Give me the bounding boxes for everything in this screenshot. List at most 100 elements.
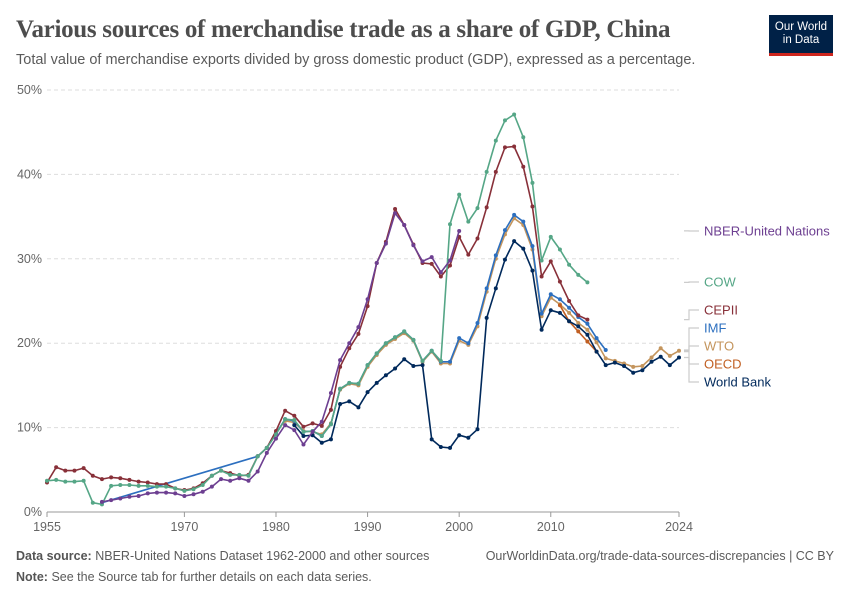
data-point — [393, 335, 398, 340]
data-point — [585, 321, 590, 326]
data-point — [154, 490, 159, 495]
data-point — [383, 373, 388, 378]
legend-label: CEPII — [704, 303, 738, 318]
note-text: See the Source tab for further details o… — [51, 570, 372, 584]
data-point — [365, 304, 370, 309]
data-point — [264, 450, 269, 455]
owid-logo[interactable]: Our World in Data — [769, 15, 833, 56]
data-point — [521, 246, 526, 251]
data-point — [347, 380, 352, 385]
data-point — [539, 274, 544, 279]
data-point — [438, 445, 443, 450]
data-point — [594, 340, 599, 345]
data-point — [649, 359, 654, 364]
data-point — [484, 169, 489, 174]
legend-label: IMF — [704, 321, 726, 336]
data-point — [429, 348, 434, 353]
data-point — [72, 468, 77, 473]
data-point — [612, 360, 617, 365]
legend-connector — [684, 356, 699, 383]
data-point — [99, 477, 104, 482]
data-point — [493, 286, 498, 291]
data-point — [567, 262, 572, 267]
data-point — [548, 234, 553, 239]
data-point — [567, 299, 572, 303]
data-point — [136, 483, 141, 488]
data-point — [328, 407, 333, 412]
data-point — [677, 355, 681, 360]
data-point — [457, 192, 462, 197]
data-point — [328, 390, 333, 395]
data-point — [338, 358, 343, 363]
data-point — [429, 437, 434, 442]
data-point — [109, 483, 114, 488]
data-point — [438, 274, 443, 279]
data-point — [466, 252, 471, 257]
data-point — [283, 423, 288, 428]
data-point — [54, 477, 59, 482]
data-point — [530, 204, 535, 209]
chart-title: Various sources of merchandise trade as … — [16, 16, 671, 43]
data-point — [99, 499, 104, 504]
data-point — [283, 408, 288, 413]
data-point — [338, 401, 343, 406]
data-point — [603, 356, 608, 361]
data-point — [521, 135, 526, 140]
data-point — [365, 297, 370, 302]
x-tick-label: 1980 — [262, 520, 290, 534]
data-point — [347, 399, 352, 404]
data-point — [228, 472, 233, 477]
data-point — [246, 478, 251, 483]
data-point — [328, 422, 333, 427]
data-point — [393, 207, 398, 212]
data-point — [448, 258, 453, 263]
data-point — [457, 336, 462, 341]
data-point — [539, 311, 544, 316]
data-point — [512, 112, 517, 117]
legend-label: World Bank — [704, 375, 771, 390]
y-tick-label: 0% — [24, 505, 42, 519]
data-point — [154, 484, 159, 489]
data-point — [347, 341, 352, 346]
data-point — [557, 303, 562, 308]
source-url[interactable]: OurWorldinData.org/trade-data-sources-di… — [485, 549, 834, 563]
data-point — [301, 434, 306, 439]
data-point — [383, 241, 388, 246]
data-point — [585, 317, 590, 322]
data-point — [576, 324, 581, 329]
data-point — [576, 329, 581, 334]
legend-label: COW — [704, 275, 737, 290]
data-point — [557, 247, 562, 252]
x-tick-label: 2024 — [665, 520, 693, 534]
data-point — [127, 494, 132, 499]
legend-connector — [684, 309, 699, 321]
data-point — [310, 421, 315, 426]
data-point — [548, 308, 553, 313]
data-point — [640, 368, 645, 373]
note: Note: See the Source tab for further det… — [16, 570, 372, 584]
data-point — [264, 445, 269, 450]
data-point — [393, 211, 398, 216]
data-point — [411, 363, 416, 368]
data-point — [255, 469, 260, 474]
data-point — [567, 305, 572, 310]
data-point — [585, 280, 590, 285]
data-point — [63, 468, 68, 473]
data-point — [173, 491, 178, 496]
data-point — [81, 466, 86, 471]
data-point — [475, 206, 480, 211]
data-point — [310, 429, 315, 434]
data-point — [63, 479, 68, 484]
data-point — [301, 442, 306, 447]
data-point — [493, 138, 498, 143]
data-point — [576, 313, 581, 318]
data-point — [365, 363, 370, 368]
logo-line-1: Our World — [774, 21, 828, 33]
data-point — [145, 480, 150, 485]
data-point — [219, 468, 224, 473]
data-point — [200, 489, 205, 494]
data-point — [448, 263, 453, 268]
data-point — [54, 465, 59, 470]
data-point — [127, 482, 132, 487]
data-point — [475, 427, 480, 432]
